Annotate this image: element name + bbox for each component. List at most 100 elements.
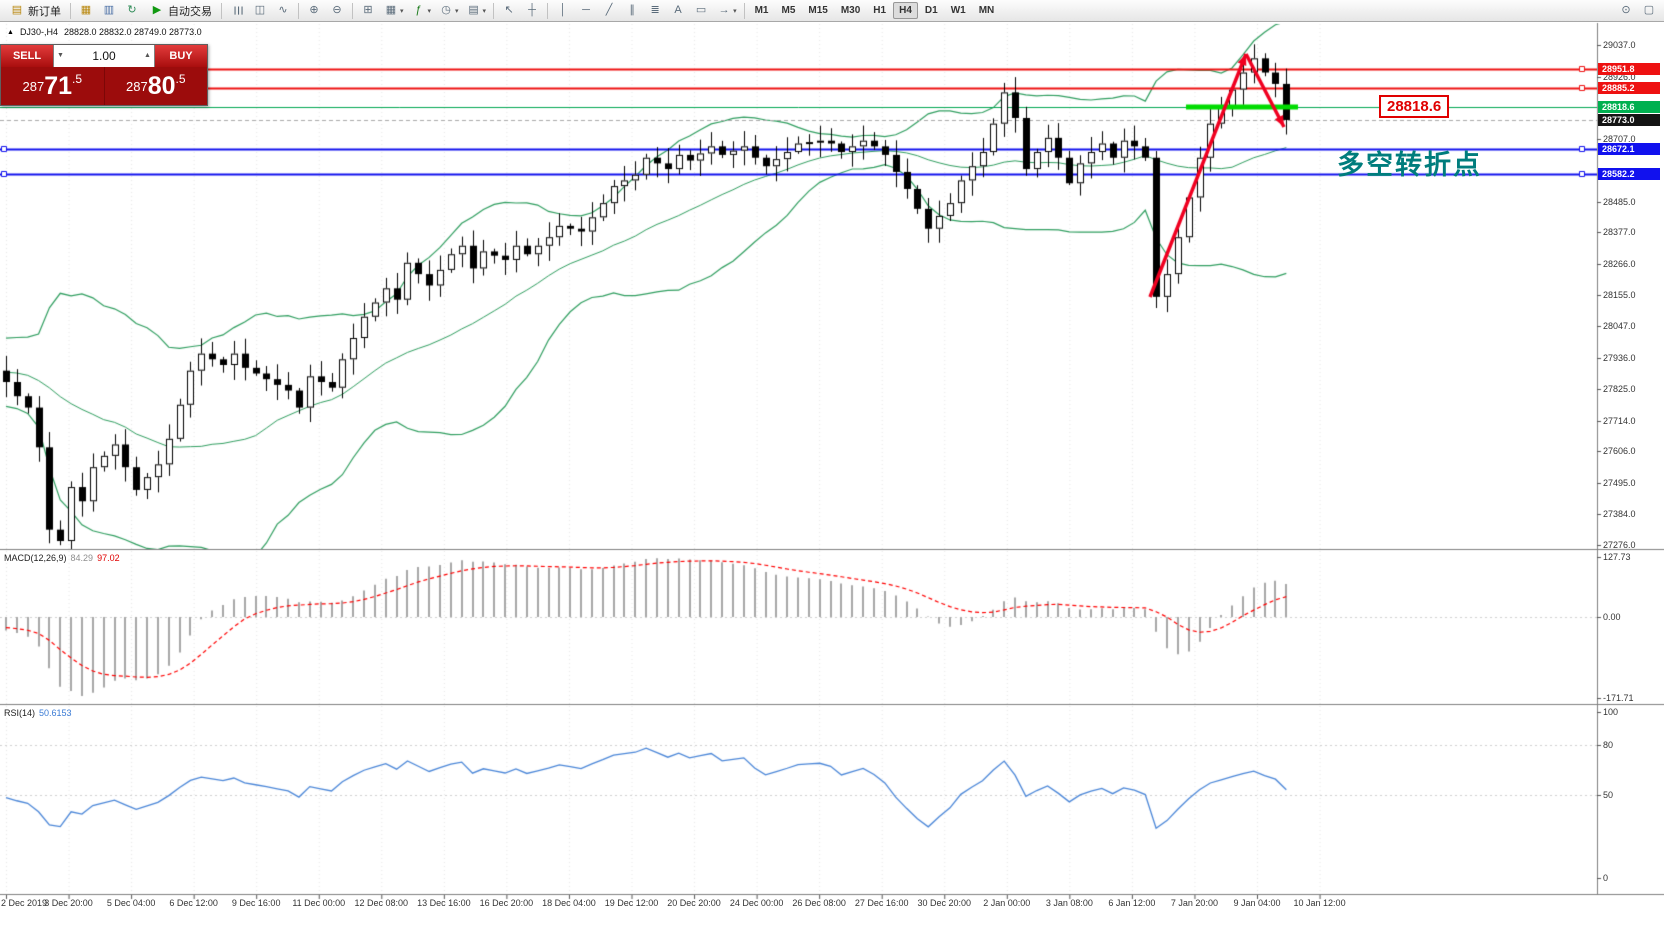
zoom-in-icon[interactable]: ⊕ [303, 0, 325, 22]
sell-price[interactable]: 287 71 .5 [1, 67, 104, 105]
indicators-icon[interactable]: ƒ ▾ [408, 0, 435, 22]
refresh-icon[interactable]: ↻ [121, 0, 143, 22]
price-level-axis-tag: 28818.6 [1598, 101, 1660, 113]
label-icon[interactable]: ▭ [690, 0, 712, 22]
time-axis-label: 2 Dec 2019 [1, 898, 48, 908]
time-axis-label: 30 Dec 20:00 [917, 898, 972, 908]
timeframe-button-m30[interactable]: M30 [835, 2, 866, 19]
candlestick-icon: ◫ [254, 4, 266, 16]
one-click-trade-panel: SELL ▼ 1.00 ▲ BUY 287 71 .5 287 80 .5 [0, 44, 208, 106]
fibonacci-icon[interactable]: ≣ [644, 0, 666, 22]
zoom-out-icon[interactable]: ⊖ [326, 0, 348, 22]
vertical-line-icon: │ [559, 4, 567, 16]
price-axis-label: 27606.0 [1603, 446, 1636, 457]
price-axis-label: 28926.0 [1603, 71, 1636, 82]
time-axis-label: 20 Dec 20:00 [667, 898, 721, 908]
crosshair-icon[interactable]: ┼ [521, 0, 543, 22]
new-chart-icon[interactable]: ▦ [75, 0, 97, 22]
price-axis-label: 28377.0 [1603, 227, 1636, 238]
horizontal-line-icon[interactable]: ─ [575, 0, 597, 22]
zoom-out-icon: ⊖ [332, 4, 342, 16]
fullscreen-icon[interactable]: ▢ [1638, 0, 1660, 22]
autotrade-play-icon: ▶ [152, 4, 162, 16]
timeframe-button-mn[interactable]: MN [973, 2, 1001, 19]
fibonacci-icon: ≣ [650, 4, 660, 16]
time-axis-label: 16 Dec 20:00 [479, 898, 534, 908]
text-icon[interactable]: A [667, 0, 689, 22]
time-axis[interactable]: 2 Dec 2019 3 Dec 20:00 5 Dec 04:00 6 Dec 12… [0, 898, 1597, 914]
price-axis-label: 27495.0 [1603, 477, 1636, 488]
timeframe-button-m1[interactable]: M1 [749, 2, 775, 19]
trendline-icon[interactable]: ╱ [598, 0, 620, 22]
line-chart-icon[interactable]: ∿ [272, 0, 294, 22]
chevron-down-icon: ▾ [400, 7, 404, 15]
new-order-label: 新订单 [28, 5, 61, 18]
chevron-down-icon: ▾ [455, 7, 459, 15]
macd-indicator-label: MACD(12,26,9) 84.29 97.02 [4, 553, 120, 563]
timeframe-button-d1[interactable]: D1 [919, 2, 944, 19]
tile-windows-icon[interactable]: ⊞ [357, 0, 379, 22]
time-axis-label: 3 Jan 08:00 [1045, 898, 1093, 908]
search-icon: ⊙ [1621, 4, 1631, 16]
refresh-icon: ↻ [127, 4, 137, 16]
price-level-axis-tag: 28672.1 [1598, 142, 1660, 155]
timeframe-button-m5[interactable]: M5 [775, 2, 801, 19]
time-axis-label: 7 Jan 20:00 [1170, 898, 1218, 908]
indicators-icon: ƒ [415, 4, 422, 16]
buy-price[interactable]: 287 80 .5 [103, 67, 208, 105]
turning-point-annotation[interactable]: 多空转折点 [1337, 150, 1482, 180]
timeframe-button-m15[interactable]: M15 [802, 2, 833, 19]
vertical-line-icon[interactable]: │ [552, 0, 574, 22]
periods-icon[interactable]: ◷ ▾ [435, 0, 462, 22]
crosshair-icon: ┼ [528, 4, 536, 16]
price-axis-label: 28266.0 [1603, 258, 1636, 269]
volume-increase-icon[interactable]: ▲ [144, 52, 151, 59]
price-axis-label: 27276.0 [1603, 540, 1636, 550]
time-axis-label: 26 Dec 08:00 [792, 898, 846, 908]
sell-button[interactable]: SELL [1, 45, 53, 67]
volume-value[interactable]: 1.00 [92, 49, 116, 63]
arrows-icon[interactable]: → ▾ [713, 0, 740, 22]
price-axis-label: 27825.0 [1603, 384, 1636, 395]
buy-button-label: BUY [169, 50, 193, 62]
search-icon[interactable]: ⊙ [1615, 0, 1637, 22]
price-axis-label: 28485.0 [1603, 196, 1636, 207]
cursor-icon: ↖ [504, 4, 514, 16]
price-axis[interactable]: 29037.0 28926.0 28707.0 28485.0 28377.0 28266… [1598, 0, 1664, 946]
grid-icon: ▦ [385, 4, 397, 16]
rsi-value: 50.6153 [39, 708, 72, 718]
sell-price-prefix: 287 [22, 78, 45, 94]
grid-icon[interactable]: ▦ ▾ [380, 0, 407, 22]
time-axis-label: 5 Dec 04:00 [106, 898, 156, 908]
horizontal-line-icon: ─ [582, 4, 590, 16]
channel-icon[interactable]: ∥ [621, 0, 643, 22]
volume-decrease-icon[interactable]: ▼ [57, 52, 64, 59]
rsi-axis-label: 80 [1603, 740, 1614, 751]
timeframe-button-w1[interactable]: W1 [945, 2, 972, 19]
buy-price-frac: .5 [175, 72, 186, 86]
time-axis-label: 13 Dec 16:00 [417, 898, 471, 908]
sell-price-big: 71 [44, 71, 72, 100]
candlestick-icon[interactable]: ◫ [249, 0, 271, 22]
buy-price-big: 80 [147, 71, 176, 100]
chart-header: ▲ DJ30-,H4 28828.0 28832.0 28749.0 28773… [7, 27, 202, 37]
price-level-tag[interactable]: 28818.6 [1379, 95, 1450, 118]
price-axis-label: 28707.0 [1603, 133, 1636, 144]
rsi-axis-label: 0 [1603, 873, 1609, 883]
time-axis-label: 9 Jan 04:00 [1233, 898, 1281, 908]
bar-chart-icon[interactable]: ☰ [226, 0, 248, 22]
autotrade-button[interactable]: ▶ 自动交易 [144, 2, 217, 20]
rsi-indicator-label: RSI(14) 50.6153 [4, 708, 72, 718]
channel-icon: ∥ [629, 4, 635, 16]
buy-button[interactable]: BUY [155, 45, 207, 67]
timeframe-button-h1[interactable]: H1 [867, 2, 892, 19]
volume-stepper[interactable]: ▼ 1.00 ▲ [53, 45, 155, 67]
time-axis-label: 11 Dec 00:00 [292, 898, 346, 908]
profiles-icon[interactable]: ▥ [98, 0, 120, 22]
new-order-button[interactable]: ▤ 新订单 [4, 2, 66, 20]
cursor-icon[interactable]: ↖ [498, 0, 520, 22]
templates-icon[interactable]: ▤ ▾ [463, 0, 490, 22]
timeframe-button-h4[interactable]: H4 [893, 2, 918, 19]
toolbar-separator [547, 2, 549, 19]
